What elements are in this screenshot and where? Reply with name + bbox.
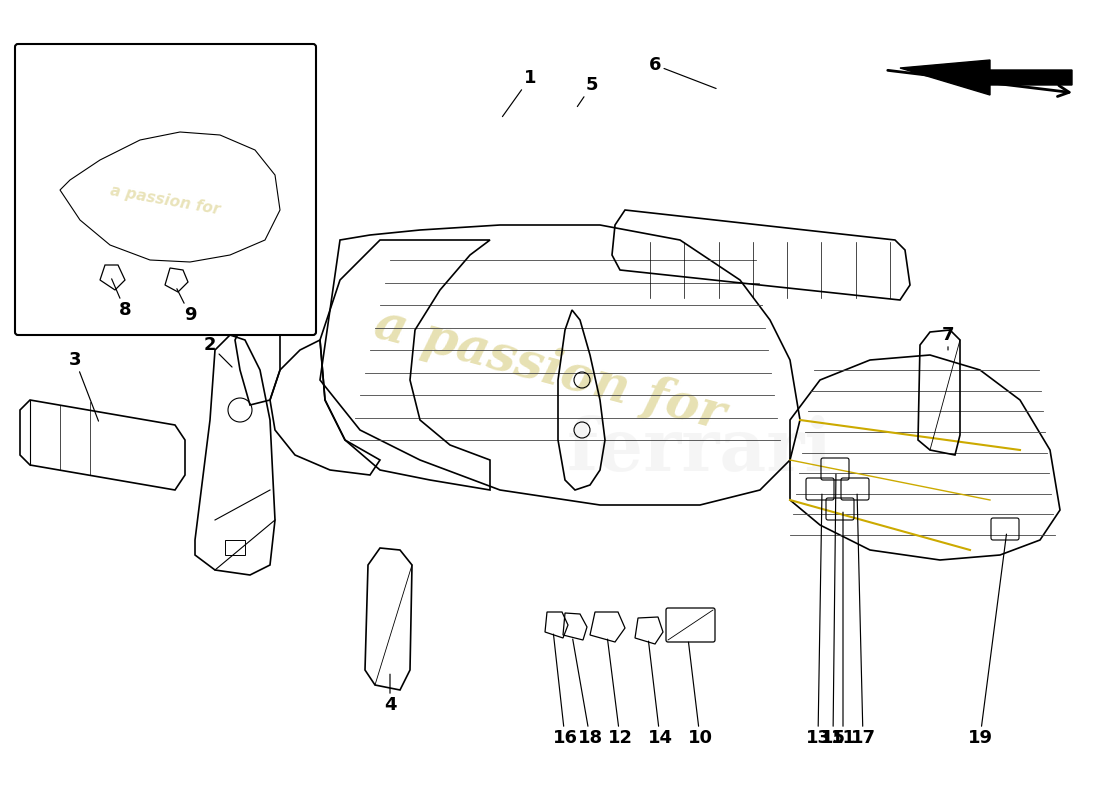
Text: 17: 17 [850, 494, 876, 747]
Text: 18: 18 [573, 639, 603, 747]
Text: 5: 5 [578, 76, 598, 106]
Text: 9: 9 [177, 289, 196, 324]
Polygon shape [900, 60, 1072, 95]
Text: a passion for: a passion for [109, 183, 221, 217]
Text: 12: 12 [607, 639, 632, 747]
Text: 16: 16 [552, 634, 578, 747]
Text: 11: 11 [830, 512, 856, 747]
Bar [226, 540, 245, 555]
Text: 19: 19 [968, 534, 1006, 747]
Text: ferrari: ferrari [568, 414, 833, 486]
FancyBboxPatch shape [15, 44, 316, 335]
Text: 2: 2 [204, 336, 232, 367]
Text: 3: 3 [68, 351, 99, 421]
Text: 1: 1 [503, 69, 537, 117]
Text: 4: 4 [384, 674, 396, 714]
Text: 15: 15 [821, 474, 846, 747]
Text: 13: 13 [805, 494, 830, 747]
Text: a passion for: a passion for [370, 300, 730, 440]
Text: 7: 7 [942, 326, 955, 350]
Text: 6: 6 [649, 56, 716, 89]
Text: 8: 8 [111, 279, 131, 319]
Text: 10: 10 [688, 642, 713, 747]
Text: 14: 14 [648, 641, 672, 747]
